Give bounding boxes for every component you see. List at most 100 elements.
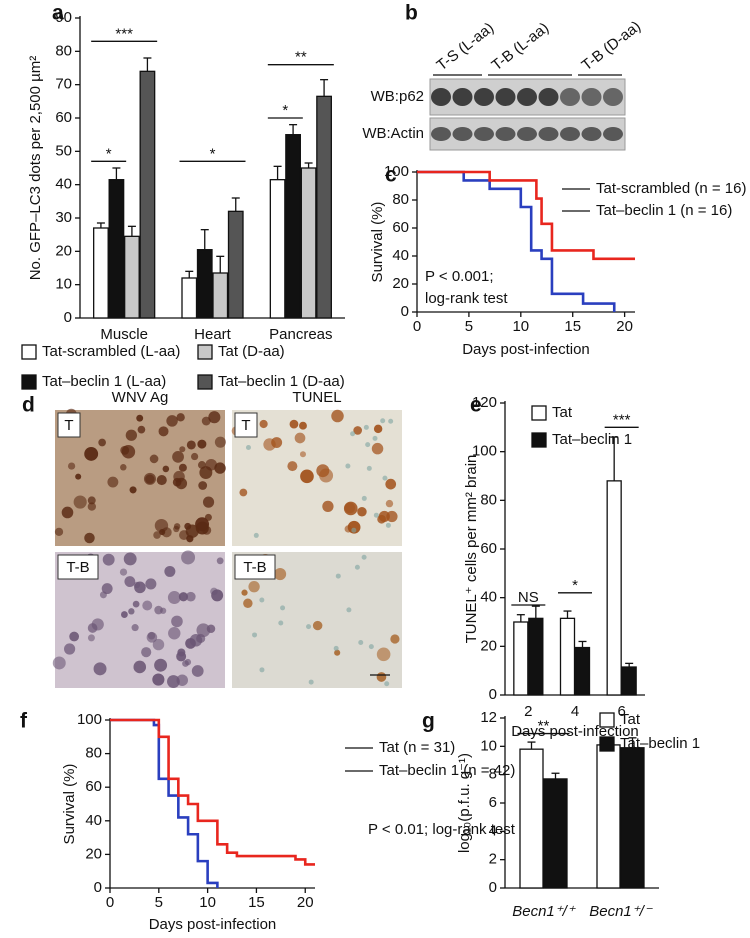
y-tick-label: 10 [480,737,497,754]
significance-label: NS [518,589,539,606]
stained-cell [176,651,187,662]
counterstain [335,573,341,579]
y-tick-label: 0 [94,879,102,896]
y-tick-label: 70 [55,76,72,93]
stained-cell [147,631,156,640]
blot-band [431,88,451,106]
panel-label: e [470,394,482,417]
blot-band [495,127,516,141]
stained-cell [390,634,400,644]
row-label: WB:p62 [371,88,424,105]
stained-cell [120,611,128,618]
counterstain [345,463,351,469]
stained-cell [312,620,323,631]
stained-cell [191,665,204,677]
stained-cell [69,631,80,642]
y-tick-label: 40 [55,176,72,193]
stained-cell [299,421,307,430]
counterstain [252,632,258,638]
stained-cell [300,469,314,484]
stained-cell [98,438,106,447]
image-title: WNV Ag [112,389,169,406]
stained-cell [120,445,130,455]
legend-label: Tat-scrambled (n = 16) [596,180,746,197]
counterstain [259,667,265,673]
significance-label: * [572,577,578,594]
tag-label: T-B [243,559,266,576]
counterstain [366,465,372,471]
micrograph [232,410,402,546]
blot-band [603,88,623,106]
blot-band [581,127,602,141]
bar [519,748,544,889]
tag-box [234,554,276,580]
bar [513,621,529,696]
survival-curve [110,718,315,866]
stained-cell [153,531,161,539]
counterstain [372,435,378,441]
stained-cell [107,476,119,488]
blot-band [538,88,559,106]
stained-cell [87,502,97,511]
tag-box [57,412,81,438]
x-tick-label: 2 [524,703,532,720]
bar [227,210,244,319]
counterstain [384,681,390,687]
counterstain [351,527,357,533]
lane-label: T-B (D-aa) [578,18,644,75]
stained-cell [134,581,146,594]
stained-cell [120,464,127,471]
stained-cell [357,507,367,517]
x-tick-label: 6 [617,703,625,720]
counterstain [361,495,367,501]
stained-cell [178,463,187,472]
y-axis-label: Survival (%) [61,764,78,845]
counterstain [253,532,259,538]
bar [139,70,156,319]
stained-cell [119,568,128,576]
stained-cell [173,525,180,533]
stained-cell [133,660,147,674]
significance-label: * [106,145,112,162]
y-tick-label: 80 [55,42,72,59]
stained-cell [331,409,344,423]
x-axis-label: Days post-infection [462,341,590,358]
legend-label: Tat (n = 31) [379,739,455,756]
counterstain [358,639,364,645]
stained-cell [91,618,104,631]
legend-label: Tat [620,711,641,728]
y-tick-label: 30 [55,209,72,226]
y-tick-label: 20 [480,637,497,654]
stained-cell [185,591,196,602]
legend-swatch [599,736,615,752]
x-tick-label: Becn1⁺/⁻ [589,903,653,920]
row-label: WB:Actin [362,125,424,142]
stained-cell [166,415,178,427]
stained-cell [142,600,153,611]
lane-label: T-B (L-aa) [488,19,552,74]
stained-cell [197,461,206,469]
bar [181,277,198,319]
counterstain [361,554,367,560]
stained-cell [173,470,185,483]
counterstain [346,607,352,613]
annotation: P < 0.01; log-rank test [368,821,516,838]
stained-cell [162,465,170,473]
bar [559,617,576,696]
stained-cell [136,414,144,422]
tag-label: T [241,417,250,434]
x-tick-label: 5 [155,894,163,911]
stained-cell [154,658,168,672]
bar [528,617,544,696]
stained-cell [93,662,107,676]
stained-cell [211,589,224,602]
counterstain [280,605,286,611]
tag-label: T [64,417,73,434]
stained-cell [208,411,221,424]
y-tick-label: 80 [480,491,497,508]
y-tick-label: 60 [85,778,102,795]
y-tick-label: 0 [64,309,72,326]
legend-label: Tat–beclin 1 (n = 16) [596,202,732,219]
legend-swatch [531,405,547,421]
significance-label: * [282,102,288,119]
